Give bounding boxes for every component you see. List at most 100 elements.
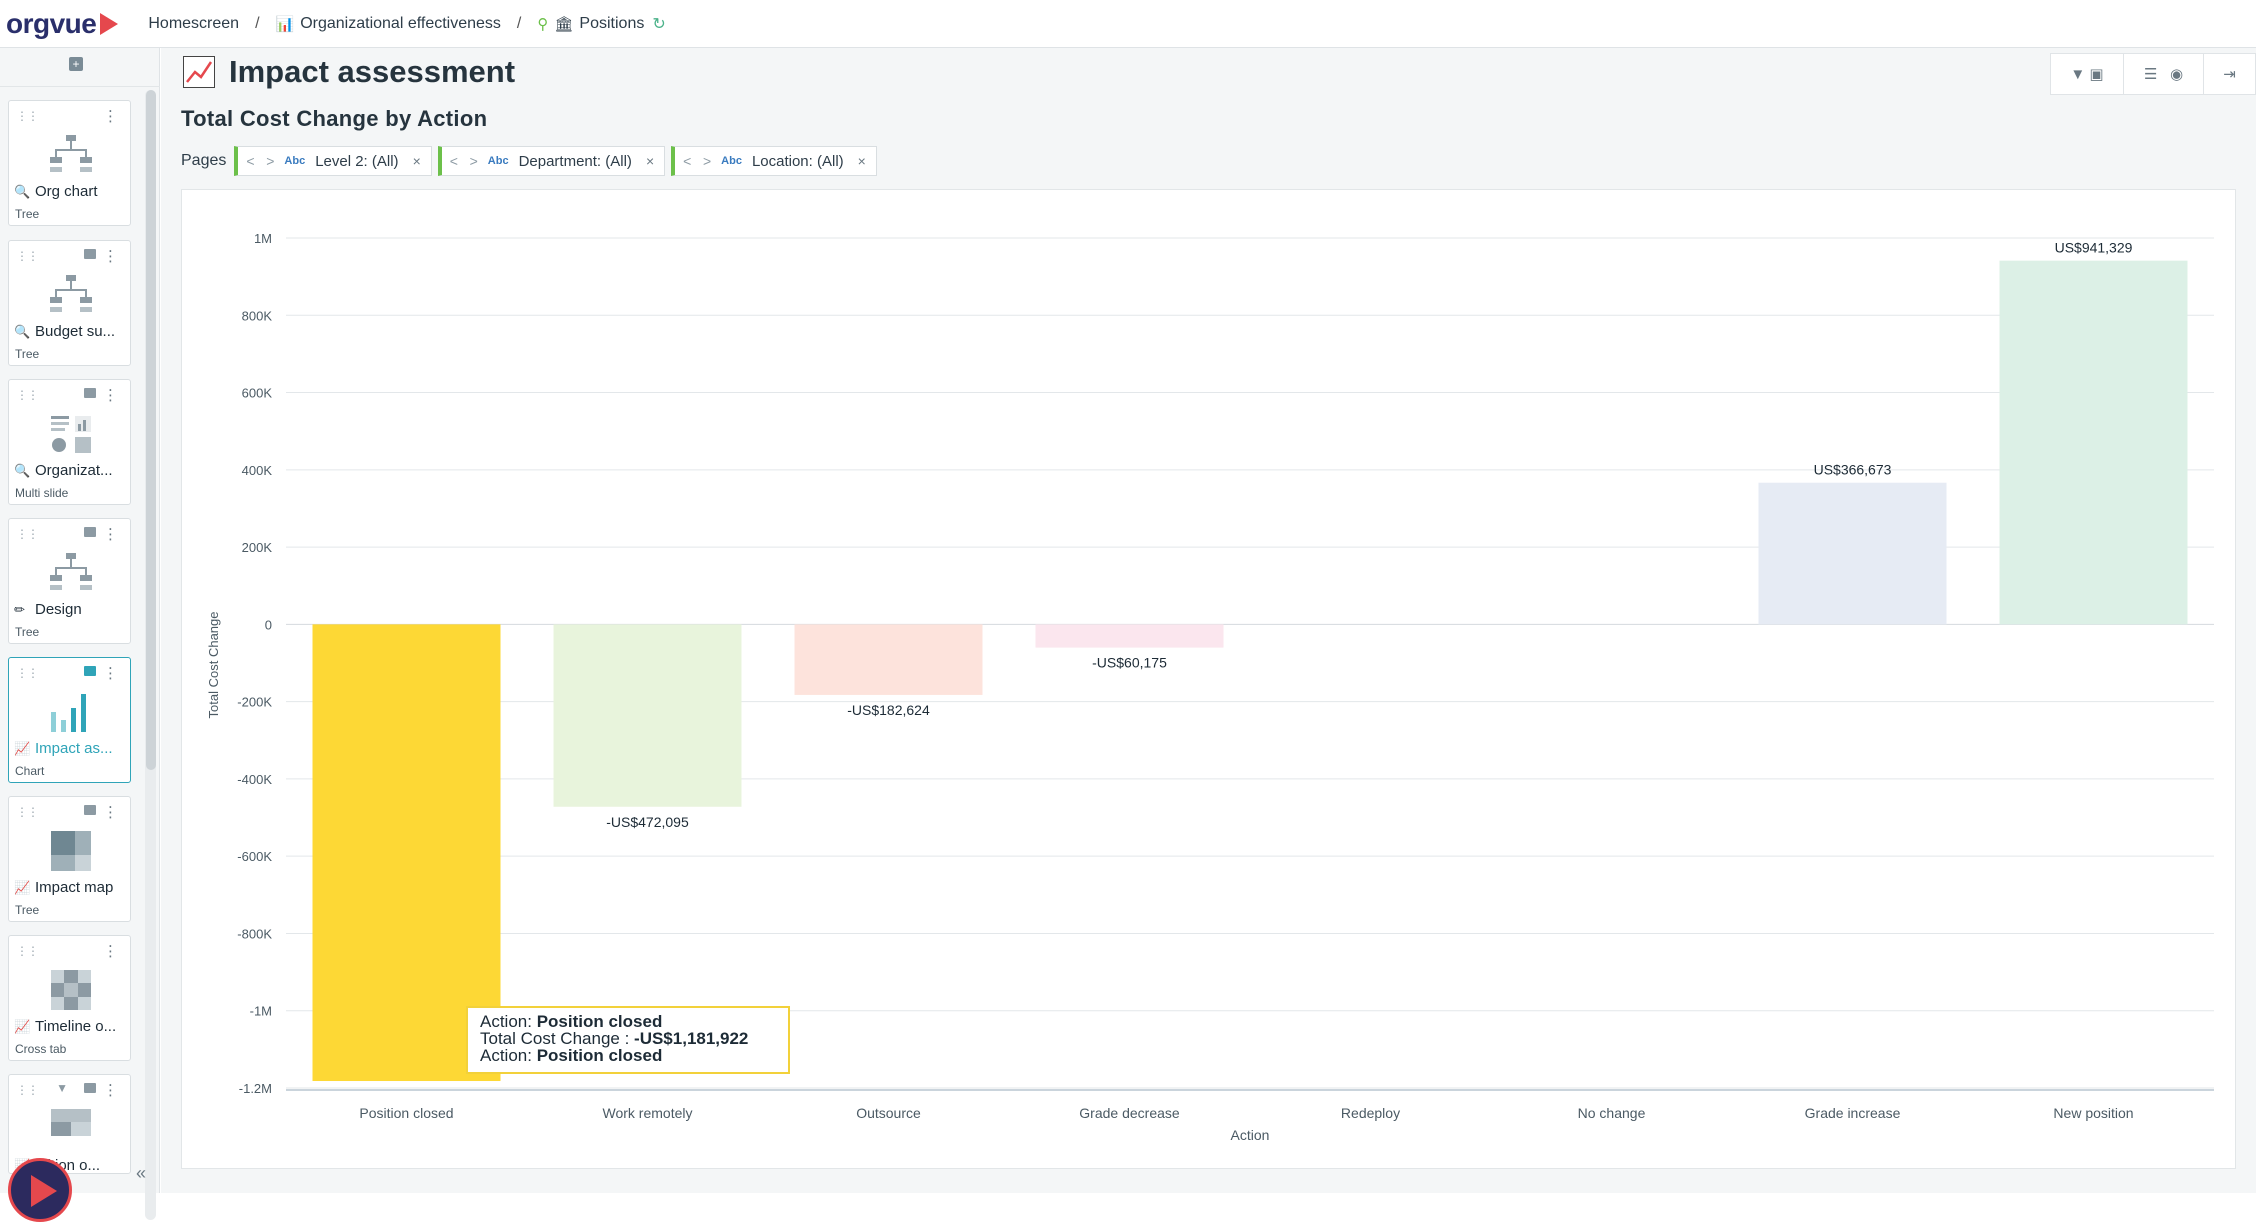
view-toolbar: ▼ ▣ ☰ ◉ ⇥	[2050, 53, 2256, 95]
drag-handle-icon[interactable]: ⋮⋮	[16, 805, 39, 819]
chart-tooltip: Action: Position closed Total Cost Chang…	[466, 1006, 790, 1074]
drag-handle-icon[interactable]: ⋮⋮	[16, 109, 39, 123]
orgvue-assistant-button[interactable]	[8, 1158, 72, 1222]
prev-next-icon[interactable]: < >	[246, 153, 275, 169]
bar[interactable]	[794, 624, 983, 695]
view-card-org-chart[interactable]: ⋮⋮ ⋮ 🔍 Org chart Tree	[8, 100, 131, 226]
more-options-icon[interactable]: ⋮	[103, 387, 118, 404]
more-options-icon[interactable]: ⋮	[103, 248, 118, 265]
copy-icon[interactable]	[84, 249, 96, 259]
bar[interactable]	[1035, 624, 1224, 648]
search-icon: 🔍	[14, 462, 31, 478]
tree-thumbnail-icon	[50, 553, 92, 590]
more-options-icon[interactable]: ⋮	[103, 943, 118, 960]
filter-chip-label: Level 2: (All)	[315, 152, 399, 170]
filter-chip-level-2[interactable]: < > Abc Level 2: (All) ×	[234, 146, 432, 176]
bar[interactable]	[1758, 482, 1947, 625]
add-view-button[interactable]: +	[69, 57, 83, 71]
filter-button[interactable]: ▼ ▣	[2051, 54, 2123, 94]
more-options-icon[interactable]: ⋮	[103, 526, 118, 543]
prev-next-icon[interactable]: < >	[449, 153, 478, 169]
bar-chart-thumbnail-icon	[51, 694, 86, 732]
copy-icon[interactable]	[84, 527, 96, 537]
cross-tab-thumbnail-icon	[51, 1109, 91, 1136]
copy-icon[interactable]	[84, 666, 96, 676]
more-options-icon[interactable]: ⋮	[103, 1082, 118, 1099]
chart-icon: 📈	[14, 879, 31, 895]
breadcrumb-dataset[interactable]: Positions	[579, 14, 645, 32]
view-card-timeline[interactable]: ⋮⋮ ⋮ 📈 Timeline o... Cross tab	[8, 935, 131, 1061]
view-card-position[interactable]: ⋮⋮ ▼ ⋮ 📈...ition o...	[8, 1074, 131, 1174]
view-card-type: Tree	[15, 207, 40, 221]
filter-chip-department[interactable]: < > Abc Department: (All) ×	[437, 146, 666, 176]
y-tick-label: -1M	[250, 1004, 272, 1019]
more-options-icon[interactable]: ⋮	[103, 804, 118, 821]
drag-handle-icon[interactable]: ⋮⋮	[16, 944, 39, 958]
view-card-organization[interactable]: ⋮⋮ ⋮ 🔍 Organizat... Multi slide	[8, 379, 131, 505]
y-tick-label: 800K	[242, 308, 273, 323]
tree-thumbnail-icon	[50, 135, 92, 172]
close-icon[interactable]: ×	[645, 153, 655, 169]
chart-icon: 📈	[14, 1018, 31, 1034]
y-tick-label: 0	[265, 617, 272, 632]
tree-thumbnail-icon	[50, 275, 92, 312]
copy-icon[interactable]	[84, 388, 96, 398]
more-options-icon[interactable]: ⋮	[103, 108, 118, 125]
x-tick-label: No change	[1578, 1105, 1646, 1121]
dashboard-icon: 📊	[275, 15, 295, 33]
refresh-icon[interactable]: ↻	[652, 15, 666, 33]
pages-label: Pages	[181, 152, 227, 169]
copy-icon[interactable]	[84, 1083, 96, 1093]
bar[interactable]	[553, 624, 742, 807]
view-card-title: 🔍 Organizat...	[14, 462, 113, 479]
breadcrumb-home[interactable]: Homescreen	[148, 14, 240, 32]
view-card-title: ✏ Design	[14, 601, 82, 618]
view-card-impact-assessment[interactable]: ⋮⋮ ⋮ 📈 Impact as... Chart	[8, 657, 131, 783]
chart-container: -US$472,095 -US$182,624 -US$60,175 US$366,6…	[181, 189, 2236, 1169]
sidebar-scrollbar[interactable]	[146, 90, 156, 770]
close-icon[interactable]: ×	[412, 153, 421, 169]
view-card-budget-summary[interactable]: ⋮⋮ ⋮ 🔍 Budget su... Tree	[8, 240, 131, 366]
drag-handle-icon[interactable]: ⋮⋮	[16, 249, 39, 263]
building-icon: 🏛	[554, 15, 574, 33]
view-card-title: 📈 Timeline o...	[14, 1018, 117, 1035]
orgvue-logo[interactable]: orgvue	[6, 8, 119, 40]
breadcrumb: Homescreen / 📊 Organizational effectiven…	[148, 14, 665, 34]
sidebar: + ⋮⋮ ⋮ 🔍 Org chart Tree ⋮⋮ ⋮ 🔍 Budget su..…	[0, 48, 160, 1222]
breadcrumb-project[interactable]: Organizational effectiveness	[300, 14, 501, 32]
x-tick-label: Outsource	[856, 1105, 921, 1121]
multi-slide-thumbnail-icon	[51, 416, 91, 453]
view-card-type: Chart	[15, 764, 45, 778]
x-tick-label: Redeploy	[1341, 1105, 1400, 1121]
y-tick-label: 1M	[254, 231, 272, 246]
filter-chip-location[interactable]: < > Abc Location: (All) ×	[671, 146, 877, 176]
x-tick-label: Position closed	[359, 1105, 453, 1121]
y-tick-label: -400K	[237, 772, 272, 787]
collapse-sidebar-icon[interactable]: «	[136, 1163, 147, 1183]
drag-handle-icon[interactable]: ⋮⋮	[16, 666, 39, 680]
bar[interactable]	[312, 624, 501, 1082]
drag-handle-icon[interactable]: ⋮⋮	[16, 388, 39, 402]
data-label: -US$60,175	[1092, 655, 1167, 671]
drag-handle-icon[interactable]: ⋮⋮	[16, 527, 39, 541]
y-tick-label: 600K	[242, 386, 273, 401]
filter-icon[interactable]: ▼	[56, 1081, 68, 1095]
x-tick-label: Grade decrease	[1079, 1105, 1180, 1121]
view-card-impact-map[interactable]: ⋮⋮ ⋮ 📈 Impact map Tree	[8, 796, 131, 922]
drag-handle-icon[interactable]: ⋮⋮	[16, 1083, 39, 1097]
view-card-type: Cross tab	[15, 1042, 67, 1056]
close-icon[interactable]: ×	[857, 153, 866, 169]
bar[interactable]	[1999, 260, 2188, 625]
copy-icon[interactable]	[84, 805, 96, 815]
view-card-type: Tree	[15, 903, 40, 917]
prev-next-icon[interactable]: < >	[683, 153, 712, 169]
list-settings-button[interactable]: ☰ ◉	[2123, 54, 2203, 94]
search-icon: 🔍	[14, 183, 31, 199]
page-title: Impact assessment	[183, 54, 515, 90]
y-tick-label: -1.2M	[239, 1081, 272, 1096]
view-card-design[interactable]: ⋮⋮ ⋮ ✏ Design Tree	[8, 518, 131, 644]
sidebar-divider	[0, 86, 160, 87]
more-options-icon[interactable]: ⋮	[103, 665, 118, 682]
export-button[interactable]: ⇥	[2203, 54, 2255, 94]
bar-chart: -US$472,095 -US$182,624 -US$60,175 US$366,6…	[206, 231, 2214, 1143]
